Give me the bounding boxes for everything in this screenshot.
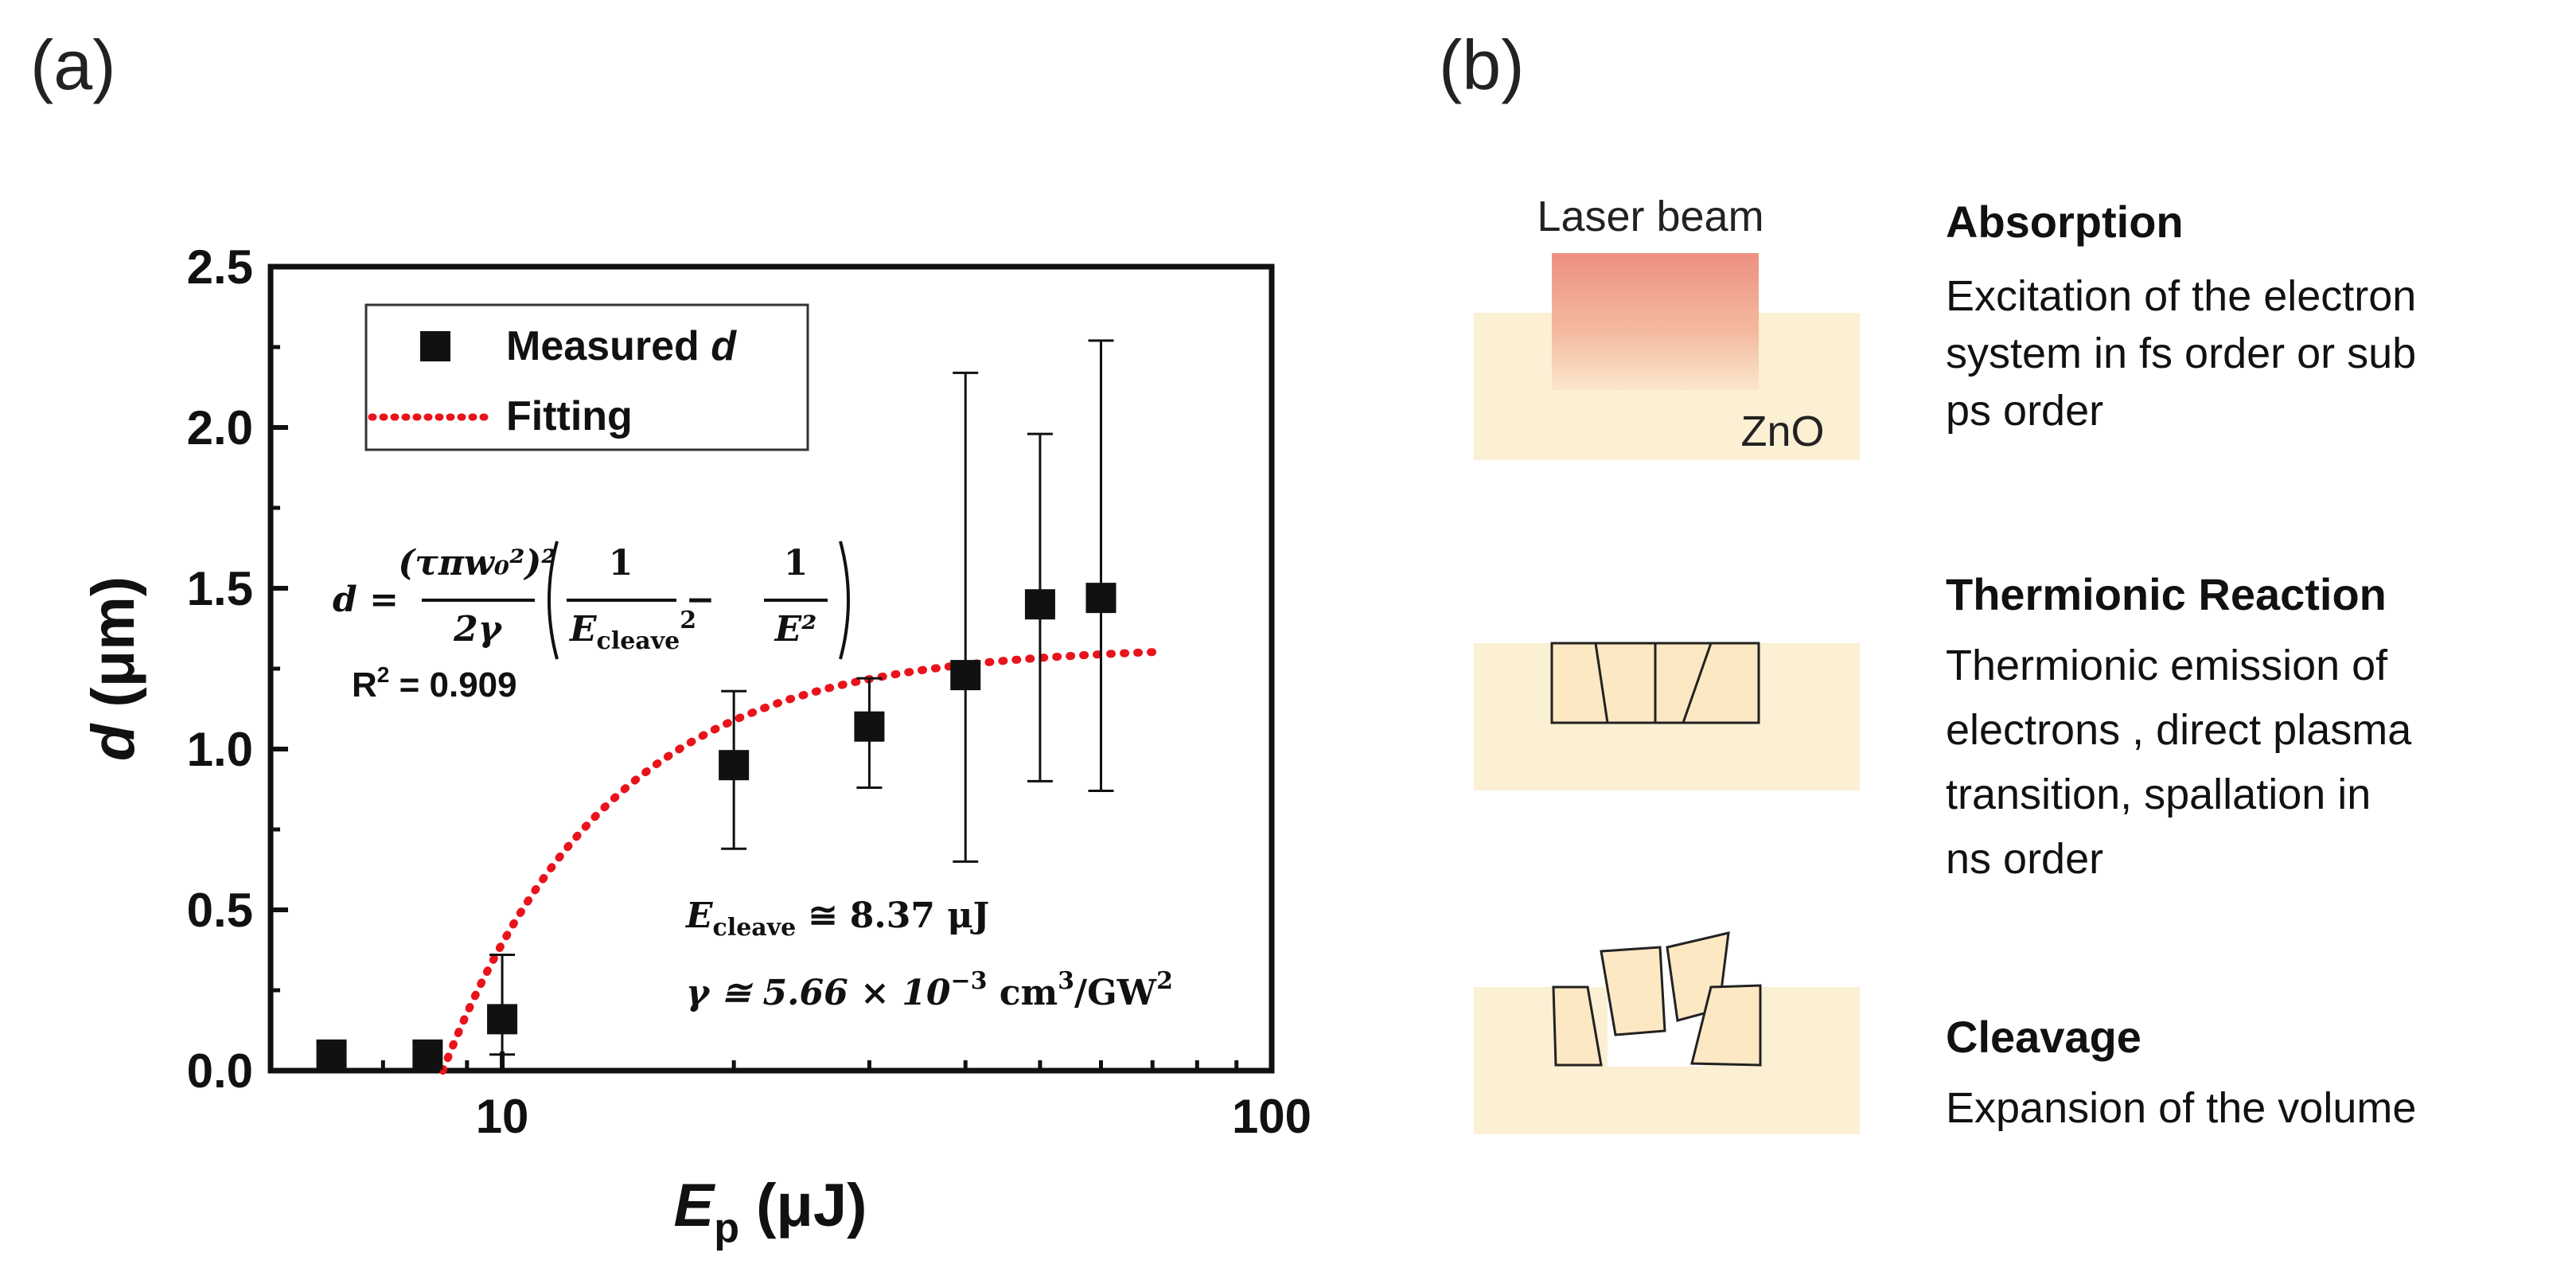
- x-tick-label: 100: [1232, 1090, 1311, 1143]
- stage-cleavage: Cleavage Expansion of the volume: [1946, 1012, 2416, 1132]
- x-tick-label: 10: [476, 1090, 529, 1143]
- y-tick-label: 1.0: [187, 723, 253, 776]
- fragment: [1552, 985, 1603, 1067]
- fitting-series: [438, 648, 1157, 1075]
- stage-line: ps order: [1946, 387, 2103, 435]
- x-axis: 10 100: [329, 1052, 1311, 1143]
- ecleave-annotation: Ecleave ≅ 8.37 μJ: [684, 896, 989, 942]
- x-axis-title-main: E: [674, 1172, 716, 1239]
- equation-minus: −: [686, 580, 715, 620]
- panel-b-label: (b): [1439, 25, 1525, 104]
- stage-thermionic: Thermionic Reaction Thermionic emission …: [1946, 569, 2412, 883]
- y-tick-label: 0.0: [187, 1044, 253, 1098]
- zno-label: ZnO: [1740, 408, 1824, 455]
- gamma-annotation: γ ≅ 5.66 × 10−3 cm3/GW2: [686, 967, 1173, 1013]
- measured-series: [316, 583, 1117, 1070]
- laser-beam: [1552, 253, 1759, 390]
- equation-left-paren: [548, 540, 559, 660]
- measured-point: [950, 660, 981, 691]
- y-axis-title-main: d: [80, 723, 147, 761]
- legend-box: [364, 303, 809, 451]
- cleavage-diagram: [1474, 931, 1860, 1134]
- panel-a-label: (a): [30, 25, 116, 104]
- y-tick-label: 2.0: [187, 401, 253, 455]
- equation-denominator: 2γ: [453, 609, 503, 650]
- equation-lhs: d =: [333, 580, 399, 620]
- y-tick-label: 2.5: [187, 240, 253, 294]
- stage-line: Excitation of the electron: [1946, 272, 2416, 320]
- stage-line: system in fs order or sub: [1946, 330, 2416, 377]
- y-tick-label: 1.5: [187, 562, 253, 615]
- laser-beam-label: Laser beam: [1537, 193, 1763, 240]
- fragment: [1600, 946, 1666, 1036]
- measured-point: [1024, 589, 1055, 620]
- absorption-diagram: Laser beam ZnO: [1474, 193, 1860, 460]
- y-axis-title: d (μm): [80, 576, 147, 761]
- measured-point: [854, 711, 885, 742]
- stage-line: electrons , direct plasma: [1946, 706, 2412, 754]
- equation-one-a: 1: [609, 543, 633, 583]
- thermionic-diagram: [1474, 642, 1860, 790]
- measured-point: [719, 750, 750, 781]
- equation-e2: E²: [774, 609, 817, 650]
- stage-title: Absorption: [1946, 197, 2184, 247]
- equation-one-b: 1: [784, 543, 809, 583]
- stage-absorption: Absorption Excitation of the electron sy…: [1946, 197, 2416, 435]
- equation-ecleave: Ecleave2: [568, 607, 696, 655]
- measured-point: [316, 1039, 347, 1070]
- crack-line: [1682, 642, 1713, 724]
- fragment: [1690, 984, 1762, 1067]
- legend-measured-marker: [420, 331, 450, 361]
- stage-line: Expansion of the volume: [1946, 1084, 2416, 1132]
- y-axis-title-unit: (μm): [80, 576, 147, 724]
- stage-line: transition, spallation in: [1946, 771, 2371, 818]
- stage-title: Thermionic Reaction: [1946, 569, 2387, 619]
- equation-right-paren: [839, 540, 850, 660]
- measured-point: [412, 1039, 443, 1070]
- fit-equation: d = (τπw₀²)² 2γ 1 Ecleave2 − 1 E²: [333, 540, 850, 660]
- legend: Measured d Fitting: [364, 303, 809, 451]
- r-squared-label: R2 = 0.909: [352, 662, 517, 704]
- stage-title: Cleavage: [1946, 1012, 2141, 1062]
- crack-line: [1594, 642, 1609, 724]
- fitting-curve: [438, 648, 1157, 1075]
- equation-numerator: (τπw₀²)²: [398, 543, 556, 583]
- measured-point: [487, 1004, 518, 1035]
- legend-measured-label: Measured d: [506, 323, 737, 369]
- stage-line: Thermionic emission of: [1946, 642, 2388, 689]
- measured-point: [1085, 583, 1117, 614]
- x-axis-title-unit: (μJ): [739, 1172, 867, 1239]
- x-axis-title-sub: p: [714, 1205, 739, 1251]
- legend-fitting-label: Fitting: [506, 393, 633, 439]
- x-axis-title: Ep (μJ): [674, 1172, 867, 1251]
- stage-line: ns order: [1946, 835, 2103, 883]
- y-axis: 0.0 0.5 1.0 1.5 2.0 2.5: [187, 240, 288, 1098]
- y-tick-label: 0.5: [187, 884, 253, 937]
